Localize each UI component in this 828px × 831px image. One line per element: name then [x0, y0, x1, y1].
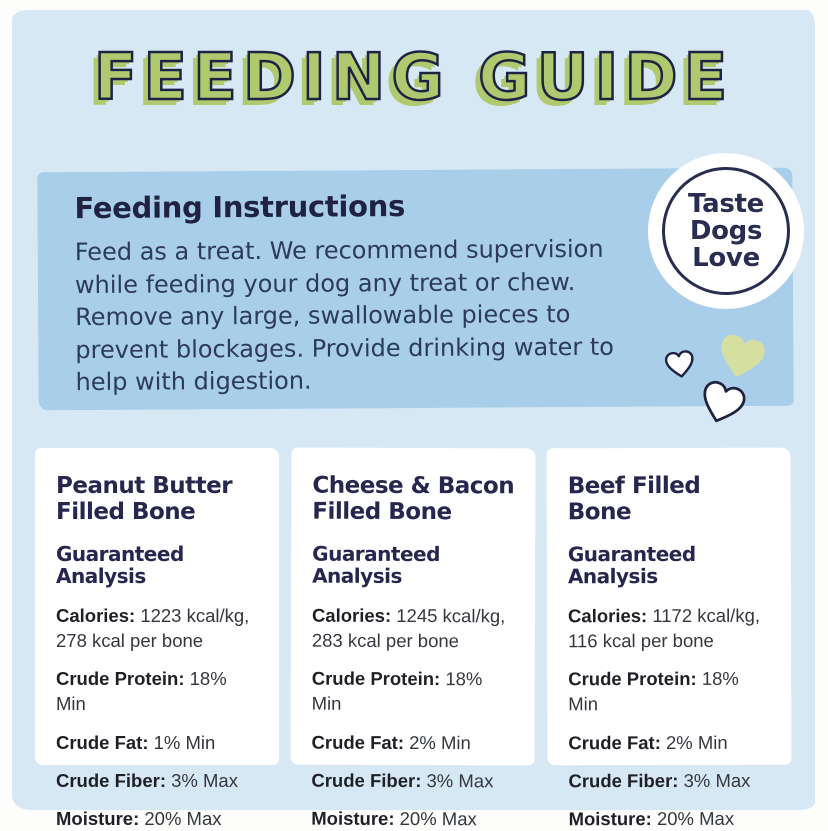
analysis-row-fat: Crude Fat: 2% Min: [311, 731, 471, 753]
analysis-row-fat: Crude Fat: 2% Min: [568, 731, 728, 753]
analysis-row-moisture: Moisture: 20% Max: [56, 807, 222, 829]
analysis-row-protein: Crude Protein: 18% Min: [56, 668, 227, 715]
analysis-row-fiber: Crude Fiber: 3% Max: [568, 769, 751, 791]
product-card-peanut-butter: Peanut Butter Filled Bone Guaranteed Ana…: [35, 448, 279, 829]
page-title: FEEDING GUIDE: [92, 41, 734, 115]
product-name: Cheese & Bacon Filled Bone: [312, 472, 515, 526]
analysis-row-moisture: Moisture: 20% Max: [568, 807, 735, 830]
badge-text: Taste Dogs Love: [688, 188, 764, 273]
analysis-heading: Guaranteed Analysis: [312, 541, 440, 588]
product-cards-row: Peanut Butter Filled Bone Guaranteed Ana…: [35, 447, 792, 829]
product-name: Beef Filled Bone: [567, 472, 701, 526]
heart-outline-large-icon: [703, 380, 746, 423]
heart-green-icon: [721, 334, 765, 377]
product-card-cheese-bacon: Cheese & Bacon Filled Bone Guaranteed An…: [290, 447, 536, 829]
analysis-row-fat: Crude Fat: 1% Min: [56, 731, 216, 753]
analysis-heading: Guaranteed Analysis: [56, 541, 184, 588]
analysis-row-calories: Calories: 1223 kcal/kg, 278 kcal per bon…: [56, 604, 250, 652]
analysis-row-moisture: Moisture: 20% Max: [311, 807, 477, 830]
taste-dogs-love-badge: Taste Dogs Love: [648, 153, 804, 309]
feeding-guide-page: FEEDING GUIDE Feeding Instructions Feed …: [12, 10, 815, 829]
product-card-beef: Beef Filled Bone Guaranteed Analysis Cal…: [546, 447, 792, 829]
heart-outline-small-icon: [664, 350, 694, 378]
analysis-row-calories: Calories: 1245 kcal/kg, 283 kcal per bon…: [311, 604, 506, 652]
analysis-row-fiber: Crude Fiber: 3% Max: [56, 769, 238, 791]
analysis-row-protein: Crude Protein: 18% Min: [311, 667, 483, 715]
analysis-row-protein: Crude Protein: 18% Min: [568, 668, 739, 715]
product-name: Peanut Butter Filled Bone: [56, 473, 233, 526]
analysis-row-calories: Calories: 1172 kcal/kg, 116 kcal per bon…: [567, 604, 761, 652]
badge-ring: Taste Dogs Love: [659, 164, 793, 298]
analysis-heading: Guaranteed Analysis: [567, 541, 696, 589]
analysis-row-fiber: Crude Fiber: 3% Max: [311, 769, 494, 791]
